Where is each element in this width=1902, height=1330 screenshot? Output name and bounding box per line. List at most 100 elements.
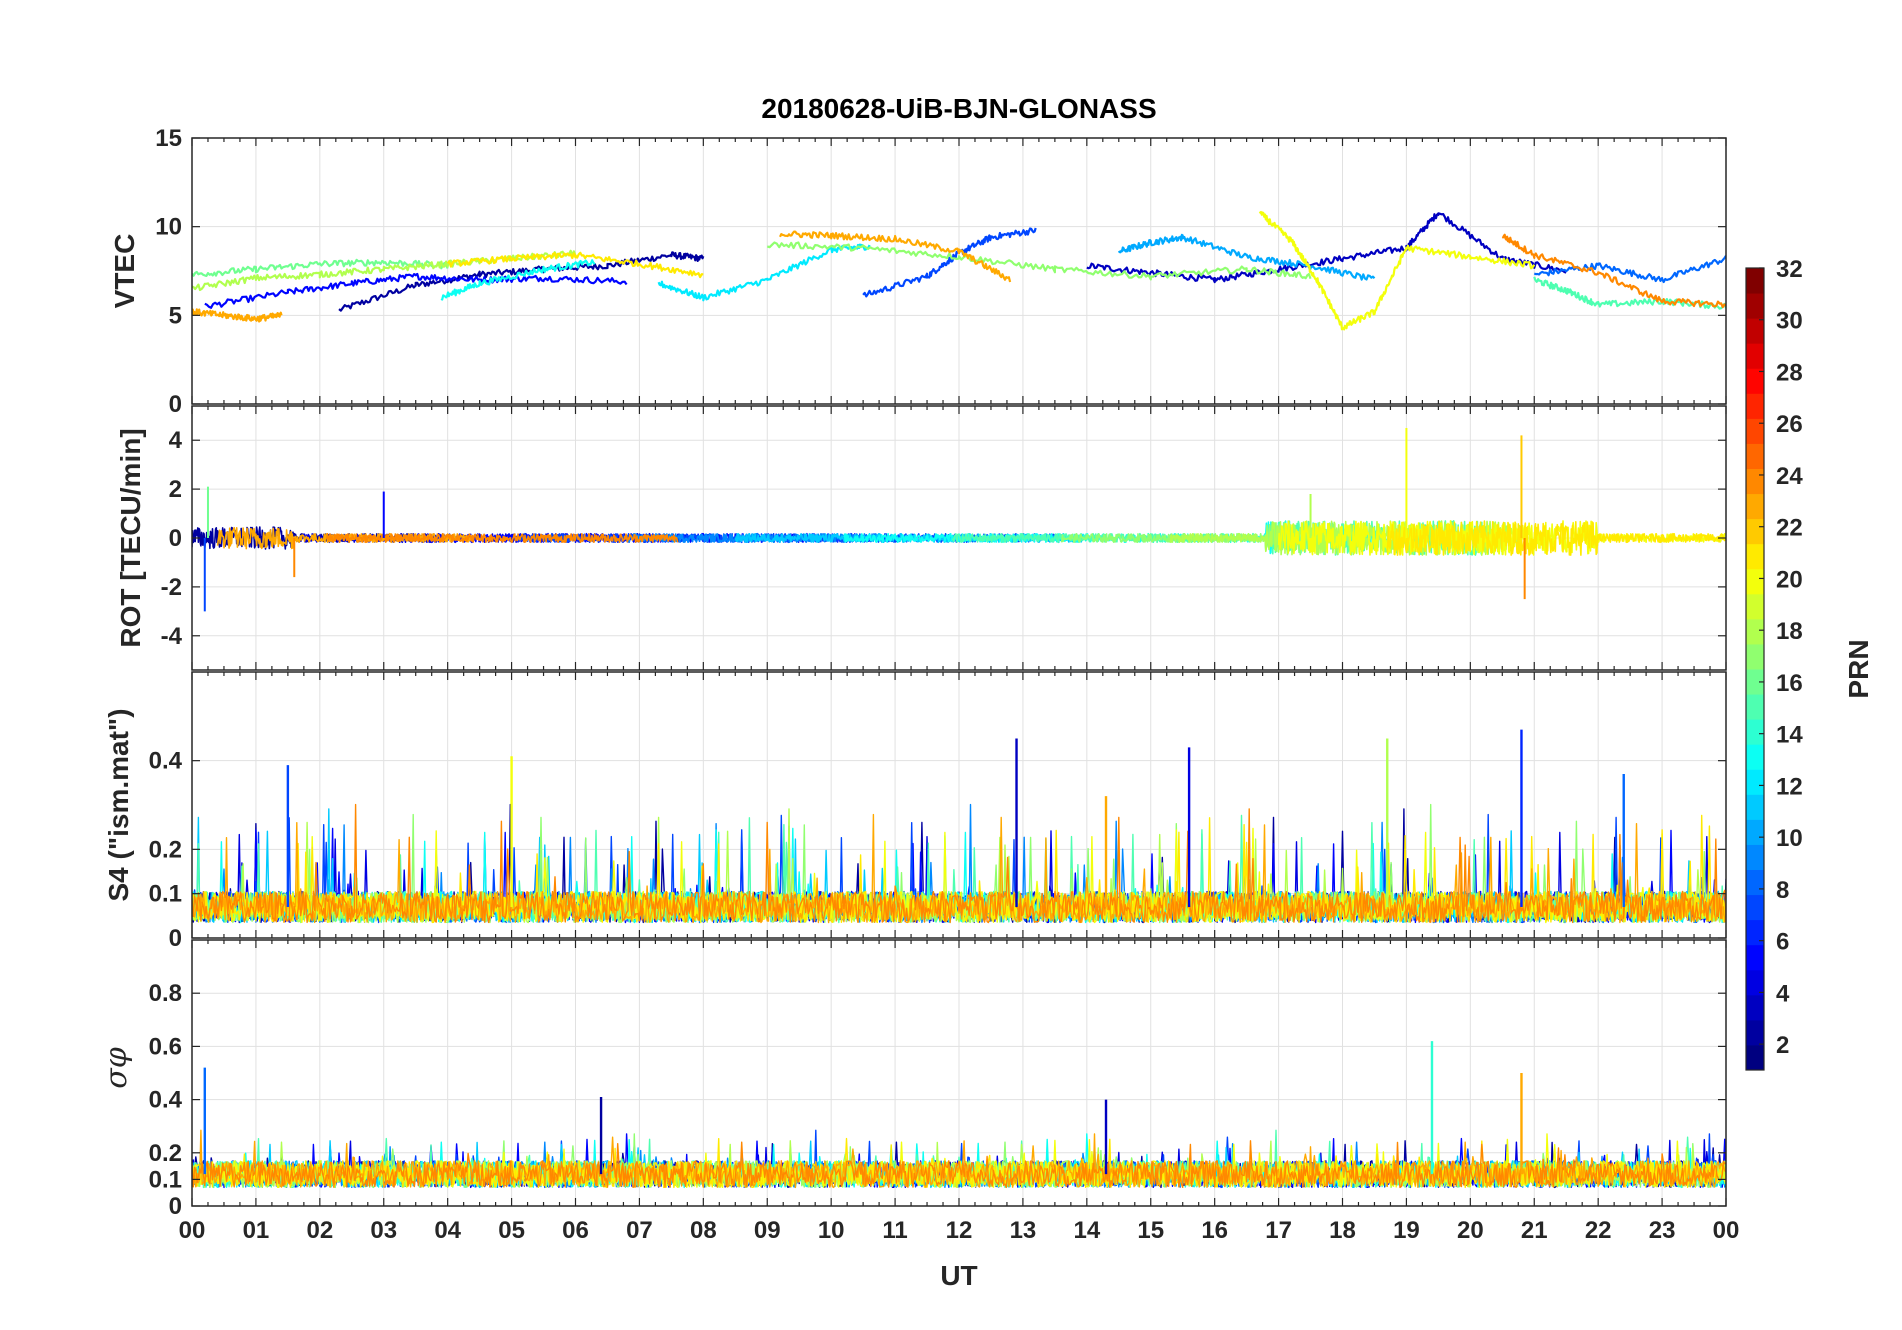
colorbar-tick-label: 24 bbox=[1776, 463, 1803, 490]
y-tick-label: 10 bbox=[155, 214, 182, 241]
colorbar-segment bbox=[1746, 368, 1764, 394]
colorbar-tick-label: 20 bbox=[1776, 566, 1803, 593]
x-axis-label: UT bbox=[940, 1260, 977, 1291]
chart-title: 20180628-UiB-BJN-GLONASS bbox=[761, 93, 1156, 124]
colorbar-segment bbox=[1746, 944, 1764, 971]
x-tick-label: 18 bbox=[1329, 1217, 1356, 1244]
colorbar-segment bbox=[1746, 643, 1764, 670]
x-tick-label: 10 bbox=[818, 1217, 845, 1244]
y-tick-label: 0.1 bbox=[149, 881, 182, 908]
series-line-prn-21 bbox=[446, 251, 704, 279]
series-line-prn-8 bbox=[1533, 255, 1726, 284]
colorbar-tick-label: 30 bbox=[1776, 308, 1803, 335]
colorbar-segment bbox=[1746, 844, 1764, 870]
series-group bbox=[192, 729, 1726, 924]
y-tick-label: 15 bbox=[155, 125, 182, 152]
colorbar-segment bbox=[1746, 994, 1764, 1021]
series-line-prn-15 bbox=[1533, 276, 1726, 310]
grid bbox=[192, 940, 1726, 1207]
colorbar-segment bbox=[1746, 819, 1764, 845]
y-tick-label: 4 bbox=[169, 427, 183, 454]
colorbar-segment bbox=[1746, 669, 1764, 695]
colorbar-segment bbox=[1746, 744, 1764, 770]
x-tick-label: 22 bbox=[1585, 1217, 1612, 1244]
x-tick-label: 03 bbox=[370, 1217, 397, 1244]
y-axis-label: VTEC bbox=[109, 234, 140, 309]
series-line-prn-24 bbox=[192, 803, 1726, 924]
x-tick-label: 23 bbox=[1649, 1217, 1676, 1244]
y-tick-label: 0.2 bbox=[149, 836, 182, 863]
x-tick-label: 21 bbox=[1521, 1217, 1548, 1244]
x-tick-label: 09 bbox=[754, 1217, 781, 1244]
colorbar-segment bbox=[1746, 393, 1764, 419]
y-tick-label: -4 bbox=[161, 623, 183, 650]
y-tick-label: 0 bbox=[169, 391, 182, 418]
series-line-prn-13 bbox=[440, 259, 596, 301]
x-tick-label: 11 bbox=[882, 1217, 907, 1244]
series-line-prn-16 bbox=[192, 258, 449, 277]
colorbar-segment bbox=[1746, 869, 1764, 896]
colorbar-segment bbox=[1746, 543, 1764, 570]
colorbar-tick-label: 18 bbox=[1776, 618, 1803, 645]
colorbar-segment bbox=[1746, 468, 1764, 495]
panel-s4: 0 0.1 0.2 0.4 S4 ("ism.mat") bbox=[103, 671, 1727, 952]
colorbar-segment bbox=[1746, 1044, 1764, 1071]
colorbar-tick-label: 16 bbox=[1776, 670, 1803, 697]
tick-marks bbox=[191, 940, 1727, 1207]
colorbar-tick-label: 28 bbox=[1776, 359, 1803, 386]
colorbar-segment bbox=[1746, 794, 1764, 820]
series-line-prn-17 bbox=[766, 241, 1312, 281]
y-tick-label: 0.4 bbox=[149, 1087, 183, 1114]
colorbar-segment bbox=[1746, 969, 1764, 996]
y-tick-label: 5 bbox=[169, 302, 182, 329]
panel-vtec: 0 5 10 15 VTEC bbox=[109, 125, 1727, 418]
x-tick-label: 00 bbox=[179, 1217, 206, 1244]
x-tick-label: 00 bbox=[1713, 1217, 1740, 1244]
colorbar-tick-label: 6 bbox=[1776, 929, 1789, 956]
colorbar-tick-label: 14 bbox=[1776, 722, 1803, 749]
y-tick-label: 0.6 bbox=[149, 1033, 182, 1060]
series-line-prn-24 bbox=[325, 533, 679, 544]
colorbar-label: PRN bbox=[1843, 639, 1874, 698]
series-group bbox=[192, 210, 1726, 331]
colorbar-segment bbox=[1746, 343, 1764, 369]
x-tick-label: 08 bbox=[690, 1217, 717, 1244]
x-tick-label: 16 bbox=[1201, 1217, 1228, 1244]
x-tick-label: 12 bbox=[946, 1217, 973, 1244]
x-tick-label: 06 bbox=[562, 1217, 589, 1244]
tick-marks bbox=[191, 672, 1727, 939]
colorbar-segment bbox=[1746, 593, 1764, 620]
colorbar-segment bbox=[1746, 268, 1764, 294]
y-tick-label: 0.4 bbox=[149, 748, 183, 775]
series-line-prn-21 bbox=[1386, 520, 1726, 556]
series-group bbox=[192, 1041, 1726, 1189]
colorbar-segment bbox=[1746, 719, 1764, 745]
series-line-prn-5 bbox=[204, 272, 628, 309]
colorbar-segment bbox=[1746, 443, 1764, 469]
x-tick-label: 13 bbox=[1010, 1217, 1037, 1244]
y-axis-label: ROT [TECU/min] bbox=[115, 428, 146, 647]
colorbar-tick-label: 32 bbox=[1776, 256, 1803, 283]
x-tick-label: 19 bbox=[1393, 1217, 1420, 1244]
series-line-prn-20 bbox=[1258, 210, 1536, 331]
colorbar-tick-label: 10 bbox=[1776, 825, 1803, 852]
colorbar-frame bbox=[1745, 267, 1765, 1071]
y-tick-label: 0.1 bbox=[149, 1166, 182, 1193]
colorbar-segment bbox=[1746, 318, 1764, 344]
y-tick-label: -2 bbox=[161, 574, 182, 601]
x-tick-label: 05 bbox=[498, 1217, 525, 1244]
colorbar-segment bbox=[1746, 694, 1764, 720]
series-line-prn-3 bbox=[1086, 212, 1567, 284]
x-tick-label: 01 bbox=[243, 1217, 270, 1244]
y-axis-label: σφ bbox=[99, 1047, 134, 1088]
colorbar-tick-label: 12 bbox=[1776, 773, 1803, 800]
y-tick-label: 0 bbox=[169, 925, 182, 952]
y-tick-label: 0.8 bbox=[149, 980, 182, 1007]
colorbar-segment bbox=[1746, 618, 1764, 645]
x-tick-label: 02 bbox=[306, 1217, 333, 1244]
x-tick-label: 17 bbox=[1265, 1217, 1292, 1244]
x-tick-label: 07 bbox=[626, 1217, 653, 1244]
x-tick-label: 14 bbox=[1073, 1217, 1100, 1244]
